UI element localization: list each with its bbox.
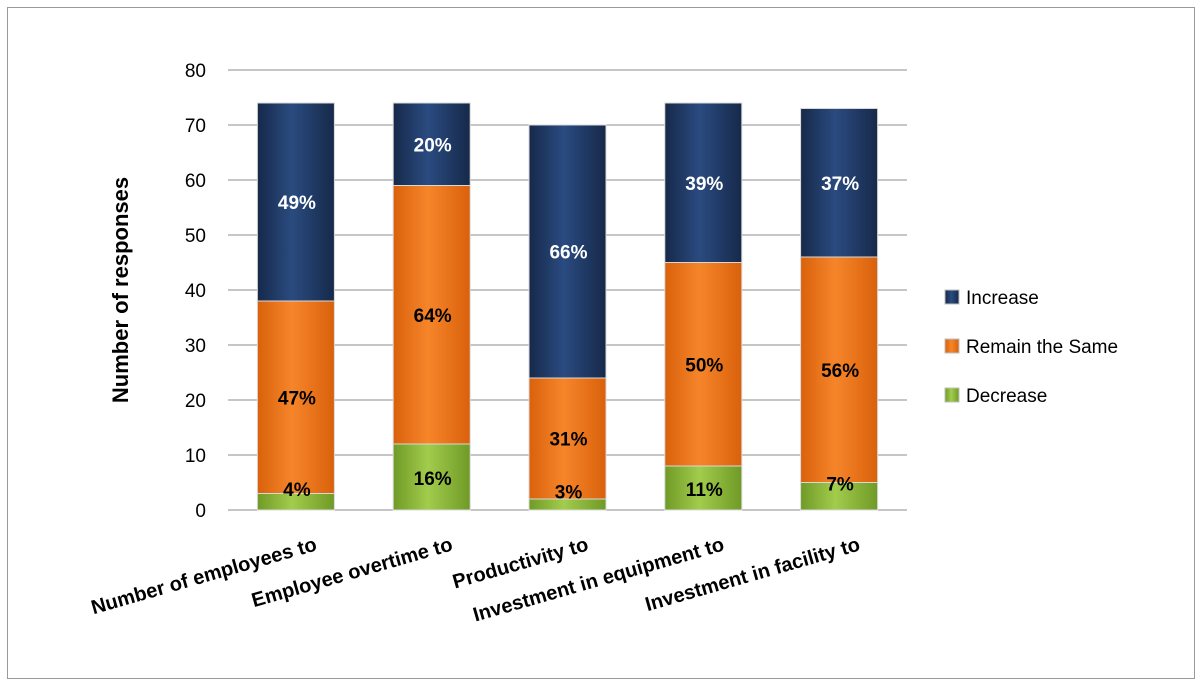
data-label: 16% — [414, 469, 452, 490]
data-label: 47% — [278, 388, 316, 409]
y-tick-label: 30 — [185, 336, 206, 357]
data-label: 7% — [826, 474, 854, 495]
legend-swatch — [944, 387, 960, 403]
bar-segment-remain-the-same — [256, 300, 335, 494]
bar-segment-increase — [392, 102, 471, 186]
bar-segment-remain-the-same — [664, 262, 743, 467]
bar-segment-increase — [256, 102, 335, 302]
bar-segment-increase — [664, 102, 743, 263]
data-label: 20% — [414, 135, 452, 156]
y-axis-label: Number of responses — [108, 177, 133, 403]
y-tick-label: 80 — [185, 61, 206, 82]
data-label: 56% — [821, 361, 859, 382]
data-label: 39% — [685, 174, 723, 195]
legend-label: Decrease — [966, 386, 1047, 407]
y-tick-label: 40 — [185, 281, 206, 302]
data-label: 64% — [414, 306, 452, 327]
legend-swatch — [944, 338, 960, 354]
bar-segment-remain-the-same — [528, 377, 607, 500]
bar-segment-decrease — [800, 482, 879, 511]
bar-segment-remain-the-same — [800, 256, 879, 483]
data-label: 50% — [685, 355, 723, 376]
y-tick-label: 0 — [195, 501, 206, 522]
y-tick-label: 70 — [185, 116, 206, 137]
legend-label: Remain the Same — [966, 337, 1118, 358]
y-tick-label: 10 — [185, 446, 206, 467]
data-label: 66% — [549, 243, 587, 264]
y-tick-label: 60 — [185, 171, 206, 192]
bar-segment-increase — [528, 124, 607, 379]
category-label: Number of employees to — [89, 534, 319, 619]
data-label: 4% — [283, 480, 311, 501]
data-label: 49% — [278, 193, 316, 214]
data-label: 31% — [549, 430, 587, 451]
legend-swatch — [944, 289, 960, 305]
data-label: 3% — [555, 483, 583, 504]
bar-segment-remain-the-same — [392, 185, 471, 445]
data-label: 37% — [821, 174, 859, 195]
data-label: 11% — [686, 480, 723, 501]
y-tick-label: 20 — [185, 391, 206, 412]
category-label: Investment in equipment to — [471, 534, 727, 627]
y-tick-label: 50 — [185, 226, 206, 247]
bar-segment-increase — [800, 108, 879, 258]
legend-label: Increase — [966, 288, 1039, 309]
